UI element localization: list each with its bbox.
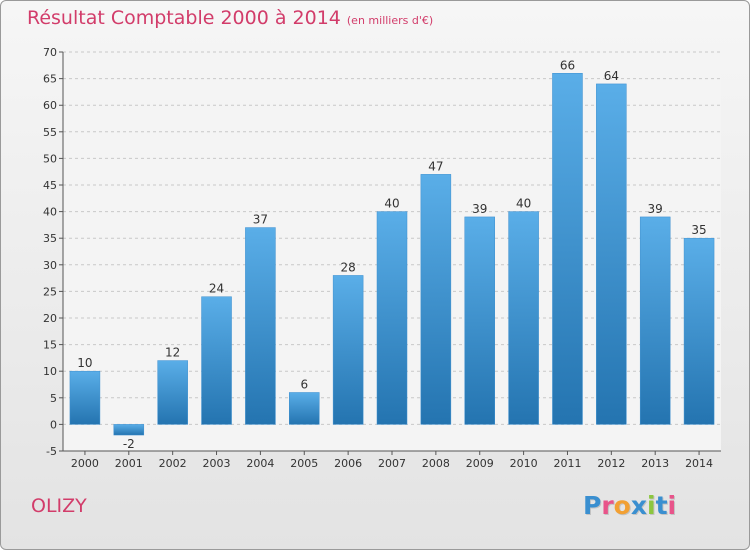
y-tick-label: 50	[43, 152, 57, 165]
bar-2014	[683, 237, 715, 425]
bar-2004	[245, 227, 276, 425]
value-label-2012: 64	[604, 69, 619, 83]
bar-2006	[332, 275, 364, 425]
bar-2010	[508, 211, 539, 425]
logo-letter: t	[655, 491, 668, 520]
y-tick-label: 45	[43, 179, 57, 192]
x-tick-label: 2008	[422, 457, 450, 470]
y-tick-label: 30	[43, 259, 57, 272]
value-label-2004: 37	[253, 213, 268, 227]
x-tick-label: 2002	[159, 457, 187, 470]
bars	[69, 73, 715, 436]
data-labels: 10 -2 12 24 37 6 28 40 47 39 40 66 64 39 35	[77, 58, 706, 451]
chart-title-unit: (en milliers d'€)	[346, 14, 434, 27]
value-label-2014: 35	[691, 223, 706, 237]
y-tick-label: 40	[43, 206, 57, 219]
bar-2002	[157, 360, 188, 425]
x-tick-label: 2011	[553, 457, 581, 470]
y-tick-label: 65	[43, 73, 57, 86]
logo-letter: i	[667, 491, 677, 520]
bar-2000	[69, 370, 101, 425]
value-label-2002: 12	[165, 346, 180, 360]
value-label-2005: 6	[300, 377, 308, 391]
value-label-2003: 24	[209, 282, 224, 296]
bar-2007	[376, 211, 408, 425]
value-label-2008: 47	[428, 159, 443, 173]
x-tick-label: 2001	[115, 457, 143, 470]
y-tick-label: 0	[50, 418, 57, 431]
y-tick-label: -5	[46, 445, 57, 458]
logo-letter: o	[613, 491, 631, 520]
bar-2003	[201, 296, 232, 425]
y-tick-label: 10	[43, 365, 57, 378]
logo-letter: P	[583, 491, 602, 520]
logo-letter: x	[630, 491, 647, 520]
y-tick-label: 20	[43, 312, 57, 325]
y-tick-label: 35	[43, 232, 57, 245]
chart-title: Résultat Comptable 2000 à 2014 (en millie…	[27, 7, 433, 29]
x-tick-label: 2000	[71, 457, 99, 470]
x-tick-label: 2009	[466, 457, 494, 470]
proxiti-logo: Proxiti	[583, 491, 676, 520]
y-tick-label: 15	[43, 339, 57, 352]
y-tick-label: 5	[50, 392, 57, 405]
x-tick-label: 2006	[334, 457, 362, 470]
value-label-2011: 66	[560, 58, 575, 72]
x-tick-label: 2010	[510, 457, 538, 470]
y-tick-label: 25	[43, 285, 57, 298]
x-tick-label: 2013	[641, 457, 669, 470]
y-tick-label: 60	[43, 99, 57, 112]
logo-letter: r	[601, 491, 614, 520]
y-tick-label: 55	[43, 126, 57, 139]
value-label-2001: -2	[123, 437, 135, 451]
value-label-2010: 40	[516, 197, 531, 211]
value-label-2007: 40	[384, 197, 399, 211]
x-tick-label: 2003	[203, 457, 231, 470]
x-tick-label: 2007	[378, 457, 406, 470]
bar-2008	[420, 174, 452, 425]
value-label-2009: 39	[472, 202, 487, 216]
bar-2009	[464, 216, 495, 425]
chart-title-main: Résultat Comptable 2000 à 2014	[27, 7, 341, 29]
bar-2001	[113, 424, 145, 436]
x-tick-label: 2004	[246, 457, 274, 470]
x-tick-label: 2014	[685, 457, 713, 470]
commune-name: OLIZY	[31, 495, 87, 517]
bar-2005	[289, 392, 320, 425]
logo-letter: i	[647, 491, 656, 520]
value-label-2000: 10	[77, 356, 92, 370]
bar-2013	[639, 216, 671, 425]
value-label-2013: 39	[648, 202, 663, 216]
axes: -5 0 5 10 15 20 25 30 35 40 45 50 55 60 65 70 2000 2001 20…	[43, 46, 721, 470]
y-tick-label: 70	[43, 46, 57, 59]
bar-2011	[552, 73, 583, 425]
x-tick-label: 2012	[597, 457, 625, 470]
value-label-2006: 28	[340, 260, 355, 274]
bar-2012	[596, 83, 627, 425]
x-tick-label: 2005	[290, 457, 318, 470]
